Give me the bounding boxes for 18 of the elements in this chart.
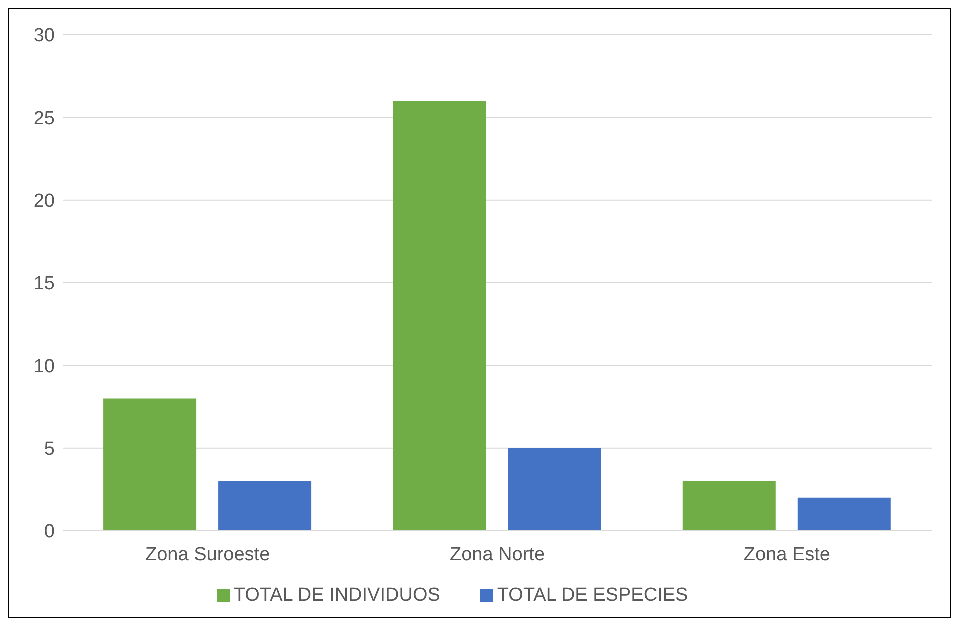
legend-label: TOTAL DE INDIVIDUOS — [234, 585, 440, 606]
legend-label: TOTAL DE ESPECIES — [497, 585, 688, 606]
y-tick-label: 10 — [34, 356, 55, 378]
bar — [682, 481, 776, 531]
x-tick-label: Zona Este — [744, 544, 830, 566]
y-tick-label: 5 — [44, 439, 55, 460]
y-tick-label: 0 — [44, 522, 55, 543]
x-tick-label: Zona Norte — [450, 544, 546, 566]
y-tick-label: 30 — [34, 26, 55, 47]
bar — [218, 481, 312, 531]
y-tick-label: 15 — [34, 274, 55, 295]
bar — [798, 498, 891, 531]
x-tick-label: Zona Suroeste — [146, 544, 270, 566]
y-tick-label: 25 — [34, 108, 55, 130]
bar — [393, 101, 486, 531]
bar — [508, 448, 602, 531]
y-tick-label: 20 — [34, 191, 55, 212]
bar — [104, 398, 197, 531]
